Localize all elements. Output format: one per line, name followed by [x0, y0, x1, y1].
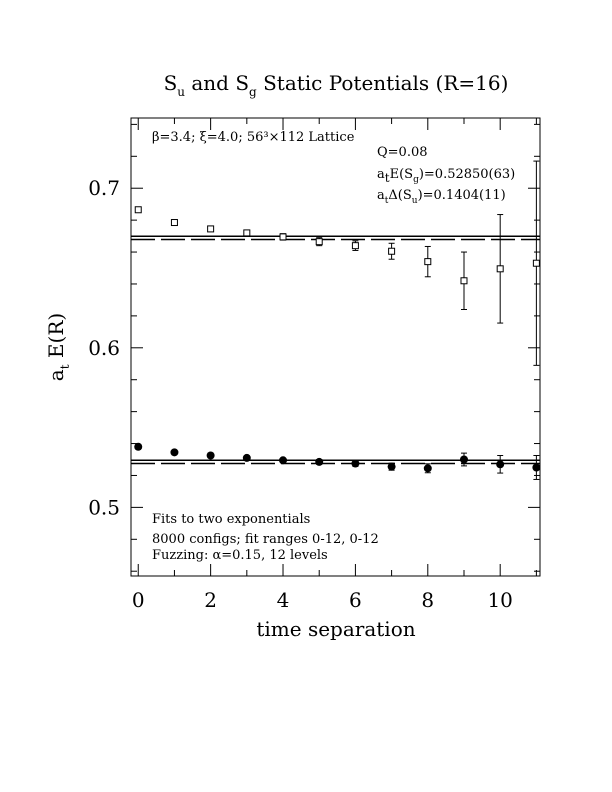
- su-data-point: [496, 265, 504, 273]
- x-tick-label: 0: [132, 588, 145, 612]
- ylabel-subscript: t: [58, 364, 72, 369]
- y-tick-label: 0.5: [88, 495, 120, 519]
- su-data-point: [207, 225, 215, 233]
- x-tick-label: 2: [204, 588, 217, 612]
- sg-data-point: [170, 448, 179, 457]
- su-data-point: [424, 258, 432, 266]
- sg-data-point: [423, 464, 432, 473]
- sg-data-point: [532, 463, 541, 472]
- energy-annotation: atE(Sg)=0.52850(63): [377, 167, 515, 185]
- su-data-point: [279, 233, 287, 241]
- fit-note-line1: Fits to two exponentials: [152, 512, 310, 527]
- ylabel-part: E(R): [44, 313, 68, 365]
- lattice-annotation: β=3.4; ξ=4.0; 56³×112 Lattice: [152, 130, 355, 145]
- sg-data-point: [279, 456, 288, 465]
- sg-data-point: [496, 460, 505, 469]
- y-axis-label: at E(R): [44, 313, 72, 381]
- title-part: S: [164, 71, 178, 95]
- ylabel-part: a: [44, 369, 68, 381]
- su-data-point: [532, 259, 540, 267]
- fit-note-line3: Fuzzing: α=0.15, 12 levels: [152, 548, 328, 563]
- plot-frame: [130, 117, 541, 577]
- su-data-point: [388, 247, 396, 255]
- x-axis-label: time separation: [256, 617, 415, 641]
- x-tick-label: 10: [487, 588, 512, 612]
- x-tick-label: 6: [349, 588, 362, 612]
- sg-data-point: [315, 457, 324, 466]
- x-tick-label: 4: [277, 588, 290, 612]
- fit-lines: [131, 235, 540, 465]
- data-points: [134, 160, 541, 480]
- su-data-point: [460, 277, 468, 285]
- su-data-point: [134, 206, 142, 214]
- gap-annotation: atΔ(Su)=0.1404(11): [377, 188, 506, 206]
- title-part: Static Potentials (R=16): [257, 71, 509, 95]
- sg-data-point: [459, 455, 468, 464]
- title-subscript: u: [177, 85, 185, 99]
- x-tick-label: 8: [421, 588, 434, 612]
- y-tick-label: 0.6: [88, 336, 120, 360]
- sg-data-point: [387, 462, 396, 471]
- su-data-point: [351, 242, 359, 250]
- su-data-point: [170, 219, 178, 227]
- su-data-point: [243, 229, 251, 237]
- fit-note-line2: 8000 configs; fit ranges 0-12, 0-12: [152, 532, 379, 547]
- q-annotation: Q=0.08: [377, 145, 428, 160]
- x-tick-labels: 0 2 4 6 8 10: [132, 588, 513, 612]
- chart-title: Su and Sg Static Potentials (R=16): [164, 71, 509, 99]
- sg-data-point: [242, 453, 251, 462]
- sg-data-point: [351, 459, 360, 468]
- y-tick-label: 0.7: [88, 176, 120, 200]
- title-part: and S: [185, 71, 249, 95]
- sg-data-point: [206, 451, 215, 460]
- title-subscript: g: [249, 85, 257, 99]
- axis-ticks: [131, 118, 540, 576]
- sg-data-point: [134, 442, 143, 451]
- y-tick-labels: 0.5 0.6 0.7: [88, 176, 120, 519]
- su-data-point: [315, 238, 323, 246]
